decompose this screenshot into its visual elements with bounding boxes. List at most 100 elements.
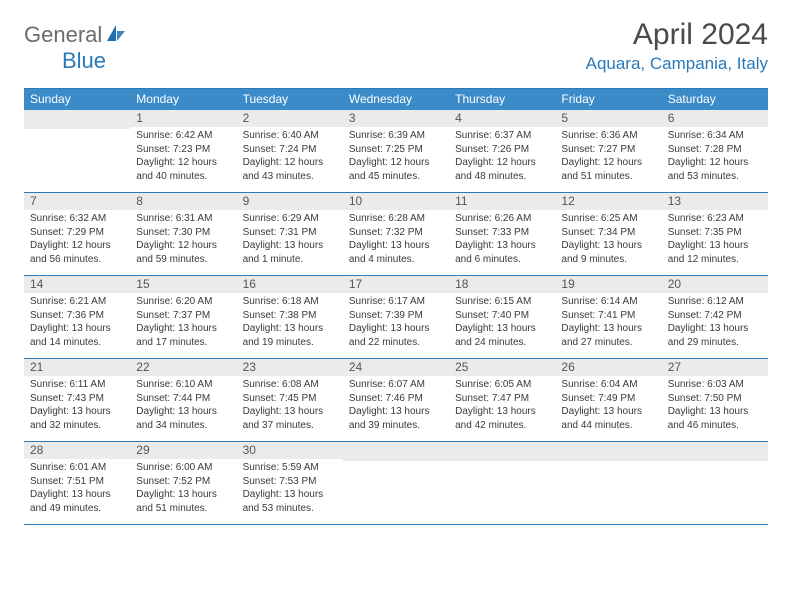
cell-line: Daylight: 13 hours (30, 322, 124, 336)
calendar-cell (662, 442, 768, 524)
cell-line: Daylight: 13 hours (668, 239, 762, 253)
day-header-row: SundayMondayTuesdayWednesdayThursdayFrid… (24, 89, 768, 110)
cell-line: and 46 minutes. (668, 419, 762, 433)
calendar-cell: 19 Sunrise: 6:14 AMSunset: 7:41 PMDayligh… (555, 276, 661, 358)
calendar-cell: 17Sunrise: 6:17 AMSunset: 7:39 PMDayligh… (343, 276, 449, 358)
cell-line: Sunset: 7:40 PM (455, 309, 549, 323)
cell-line: Sunrise: 6:04 AM (561, 378, 655, 392)
cell-line: Sunrise: 6:39 AM (349, 129, 443, 143)
day-number: 19 (555, 276, 661, 293)
cell-line: Daylight: 13 hours (561, 239, 655, 253)
day-number: 10 (343, 193, 449, 210)
cell-line: Daylight: 13 hours (349, 405, 443, 419)
cell-line: Sunset: 7:26 PM (455, 143, 549, 157)
cell-line: Sunrise: 6:01 AM (30, 461, 124, 475)
cell-line: and 17 minutes. (136, 336, 230, 350)
day-number: 8 (130, 193, 236, 210)
cell-body: Sunrise: 6:28 AMSunset: 7:32 PMDaylight:… (343, 212, 449, 266)
cell-line: Daylight: 12 hours (136, 239, 230, 253)
cell-line: and 22 minutes. (349, 336, 443, 350)
cell-line: Sunrise: 6:11 AM (30, 378, 124, 392)
cell-line: Sunset: 7:42 PM (668, 309, 762, 323)
logo: General (24, 22, 129, 48)
calendar-cell: 11 Sunrise: 6:26 AMSunset: 7:33 PMDayligh… (449, 193, 555, 275)
day-number: 21 (24, 359, 130, 376)
cell-line: Sunrise: 5:59 AM (243, 461, 337, 475)
cell-line: Daylight: 13 hours (455, 322, 549, 336)
cell-line: Sunset: 7:41 PM (561, 309, 655, 323)
cell-line: Sunset: 7:49 PM (561, 392, 655, 406)
cell-line: Daylight: 12 hours (561, 156, 655, 170)
cell-line: and 19 minutes. (243, 336, 337, 350)
cell-line: Daylight: 13 hours (243, 239, 337, 253)
week-row: 1Sunrise: 6:42 AMSunset: 7:23 PMDaylight… (24, 110, 768, 193)
cell-line: Sunset: 7:51 PM (30, 475, 124, 489)
cell-line: Daylight: 13 hours (668, 405, 762, 419)
day-number (449, 442, 555, 461)
calendar-cell: 9Sunrise: 6:29 AMSunset: 7:31 PMDaylight… (237, 193, 343, 275)
day-number: 16 (237, 276, 343, 293)
day-number: 13 (662, 193, 768, 210)
calendar-cell: 30Sunrise: 5:59 AMSunset: 7:53 PMDayligh… (237, 442, 343, 524)
calendar-cell: 1Sunrise: 6:42 AMSunset: 7:23 PMDaylight… (130, 110, 236, 192)
cell-line: Sunset: 7:52 PM (136, 475, 230, 489)
cell-body: Sunrise: 6:32 AMSunset: 7:29 PMDaylight:… (24, 212, 130, 266)
cell-line: Sunset: 7:27 PM (561, 143, 655, 157)
cell-body: Sunrise: 6:26 AMSunset: 7:33 PMDaylight:… (449, 212, 555, 266)
calendar-cell (449, 442, 555, 524)
day-number (343, 442, 449, 461)
calendar-cell: 3Sunrise: 6:39 AMSunset: 7:25 PMDaylight… (343, 110, 449, 192)
cell-line: Daylight: 13 hours (561, 405, 655, 419)
calendar-cell: 27 Sunrise: 6:03 AMSunset: 7:50 PMDayligh… (662, 359, 768, 441)
cell-line: and 39 minutes. (349, 419, 443, 433)
cell-line: Daylight: 13 hours (561, 322, 655, 336)
week-row: 28Sunrise: 6:01 AMSunset: 7:51 PMDayligh… (24, 442, 768, 525)
day-number: 20 (662, 276, 768, 293)
calendar-cell: 28Sunrise: 6:01 AMSunset: 7:51 PMDayligh… (24, 442, 130, 524)
cell-line: Sunset: 7:50 PM (668, 392, 762, 406)
day-header: Friday (555, 89, 661, 110)
cell-line: and 29 minutes. (668, 336, 762, 350)
calendar-cell: 5 Sunrise: 6:36 AMSunset: 7:27 PMDaylight… (555, 110, 661, 192)
cell-body: Sunrise: 6:14 AMSunset: 7:41 PMDaylight:… (555, 295, 661, 349)
cell-line: and 48 minutes. (455, 170, 549, 184)
calendar-cell: 16 Sunrise: 6:18 AMSunset: 7:38 PMDayligh… (237, 276, 343, 358)
cell-body: Sunrise: 6:40 AMSunset: 7:24 PMDaylight:… (237, 129, 343, 183)
day-number: 26 (555, 359, 661, 376)
day-header: Saturday (662, 89, 768, 110)
location-text: Aquara, Campania, Italy (586, 54, 768, 74)
cell-line: Sunrise: 6:07 AM (349, 378, 443, 392)
cell-body: Sunrise: 6:36 AMSunset: 7:27 PMDaylight:… (555, 129, 661, 183)
day-number: 5 (555, 110, 661, 127)
cell-body: Sunrise: 6:03 AMSunset: 7:50 PMDaylight:… (662, 378, 768, 432)
cell-line: Sunrise: 6:34 AM (668, 129, 762, 143)
calendar-cell (343, 442, 449, 524)
cell-line: and 45 minutes. (349, 170, 443, 184)
week-row: 21Sunrise: 6:11 AMSunset: 7:43 PMDayligh… (24, 359, 768, 442)
logo-sail-icon (105, 23, 127, 48)
calendar-cell: 22Sunrise: 6:10 AMSunset: 7:44 PMDayligh… (130, 359, 236, 441)
cell-line: Sunrise: 6:40 AM (243, 129, 337, 143)
cell-line: Sunrise: 6:21 AM (30, 295, 124, 309)
cell-line: and 34 minutes. (136, 419, 230, 433)
cell-body: Sunrise: 6:10 AMSunset: 7:44 PMDaylight:… (130, 378, 236, 432)
cell-body: Sunrise: 6:31 AMSunset: 7:30 PMDaylight:… (130, 212, 236, 266)
day-number: 2 (237, 110, 343, 127)
calendar-cell: 29Sunrise: 6:00 AMSunset: 7:52 PMDayligh… (130, 442, 236, 524)
cell-line: Sunrise: 6:03 AM (668, 378, 762, 392)
cell-line: Sunset: 7:35 PM (668, 226, 762, 240)
day-header: Thursday (449, 89, 555, 110)
cell-line: Sunset: 7:24 PM (243, 143, 337, 157)
day-number: 27 (662, 359, 768, 376)
cell-line: and 1 minute. (243, 253, 337, 267)
day-number: 23 (237, 359, 343, 376)
week-row: 14Sunrise: 6:21 AMSunset: 7:36 PMDayligh… (24, 276, 768, 359)
cell-body: Sunrise: 6:25 AMSunset: 7:34 PMDaylight:… (555, 212, 661, 266)
day-number: 11 (449, 193, 555, 210)
calendar-cell: 10 Sunrise: 6:28 AMSunset: 7:32 PMDayligh… (343, 193, 449, 275)
cell-line: Daylight: 12 hours (455, 156, 549, 170)
month-title: April 2024 (586, 18, 768, 52)
cell-body: Sunrise: 6:18 AMSunset: 7:38 PMDaylight:… (237, 295, 343, 349)
day-number: 1 (130, 110, 236, 127)
cell-line: Sunrise: 6:20 AM (136, 295, 230, 309)
